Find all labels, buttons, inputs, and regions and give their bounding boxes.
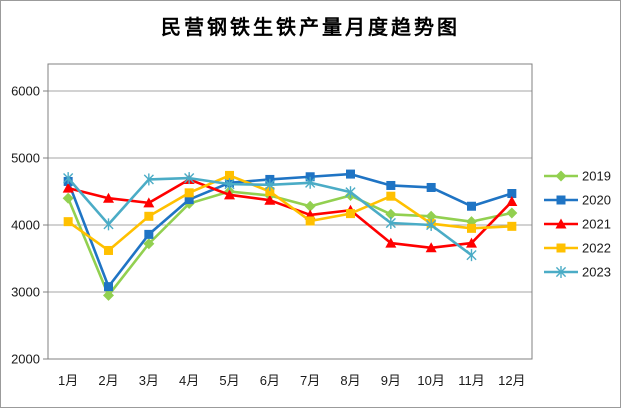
- data-point[interactable]: [63, 217, 73, 227]
- x-axis-label: 7月: [300, 373, 320, 388]
- x-axis-label: 3月: [139, 373, 159, 388]
- data-point[interactable]: [143, 197, 155, 208]
- data-point[interactable]: [304, 200, 316, 212]
- legend-item-2023[interactable]: 2023: [544, 265, 611, 280]
- data-point[interactable]: [386, 180, 396, 190]
- series-line: [66, 172, 514, 288]
- y-tick-label: 3000: [11, 285, 40, 300]
- data-point[interactable]: [63, 172, 74, 185]
- data-point[interactable]: [305, 172, 315, 182]
- data-point[interactable]: [265, 187, 275, 196]
- data-point[interactable]: [143, 238, 155, 250]
- legend-label: 2021: [582, 217, 611, 232]
- legend-label: 2023: [582, 265, 611, 280]
- data-point[interactable]: [385, 208, 397, 220]
- x-axis-label: 5月: [219, 373, 239, 388]
- x-axis-label: 6月: [260, 373, 280, 388]
- data-point[interactable]: [62, 192, 74, 204]
- data-point[interactable]: [264, 178, 275, 191]
- data-point[interactable]: [507, 189, 517, 199]
- legend-item-2019[interactable]: 2019: [544, 169, 611, 184]
- series-line: [66, 174, 514, 252]
- data-point[interactable]: [346, 169, 355, 179]
- data-point[interactable]: [467, 223, 476, 233]
- data-point[interactable]: [144, 229, 154, 239]
- data-point[interactable]: [466, 249, 477, 262]
- y-tick-label: 4000: [11, 218, 40, 233]
- data-point[interactable]: [555, 218, 567, 229]
- legend-label: 2020: [582, 193, 611, 208]
- series-line: [66, 190, 514, 297]
- data-point[interactable]: [555, 170, 567, 182]
- x-axis-label: 2月: [98, 373, 118, 388]
- legend-label: 2019: [582, 169, 611, 184]
- legend-item-2022[interactable]: 2022: [544, 241, 611, 256]
- data-point[interactable]: [386, 191, 396, 201]
- legend-item-2021[interactable]: 2021: [544, 217, 611, 232]
- series-line: [66, 178, 514, 250]
- series-2021[interactable]: [62, 173, 518, 253]
- data-point[interactable]: [184, 188, 194, 198]
- y-tick-label: 6000: [11, 84, 40, 99]
- data-point[interactable]: [184, 172, 195, 185]
- data-point[interactable]: [305, 176, 316, 189]
- series-2019[interactable]: [62, 186, 518, 301]
- data-point[interactable]: [556, 243, 566, 253]
- data-point[interactable]: [305, 216, 315, 226]
- data-point[interactable]: [506, 207, 518, 219]
- legend-label: 2022: [582, 241, 611, 256]
- data-point[interactable]: [346, 209, 355, 219]
- data-point[interactable]: [184, 195, 194, 205]
- data-point[interactable]: [467, 201, 476, 211]
- data-point[interactable]: [425, 210, 437, 222]
- x-axis-label: 8月: [340, 373, 360, 388]
- data-point[interactable]: [104, 245, 113, 255]
- x-axis-label: 12月: [498, 373, 525, 388]
- data-point[interactable]: [426, 182, 436, 192]
- x-axis-label: 9月: [381, 373, 401, 388]
- data-point[interactable]: [556, 195, 566, 205]
- y-tick-label: 2000: [11, 352, 40, 367]
- data-point[interactable]: [507, 221, 517, 231]
- x-axis-label: 1月: [58, 373, 78, 388]
- data-point[interactable]: [103, 218, 114, 231]
- legend-item-2020[interactable]: 2020: [544, 193, 611, 208]
- data-point[interactable]: [224, 178, 235, 191]
- data-point[interactable]: [555, 266, 567, 278]
- data-point[interactable]: [224, 189, 235, 200]
- data-point[interactable]: [104, 282, 113, 292]
- data-point[interactable]: [225, 170, 234, 180]
- y-tick-label: 5000: [11, 151, 40, 166]
- data-point[interactable]: [62, 182, 74, 193]
- data-point[interactable]: [466, 237, 477, 248]
- series-2023[interactable]: [63, 172, 477, 262]
- data-point[interactable]: [103, 289, 114, 301]
- x-axis-label: 11月: [458, 373, 485, 388]
- data-point[interactable]: [143, 173, 154, 186]
- data-point[interactable]: [385, 216, 396, 229]
- plot-border: [47, 63, 533, 360]
- x-axis-label: 10月: [417, 373, 444, 388]
- data-point[interactable]: [345, 186, 356, 199]
- data-point[interactable]: [425, 242, 437, 253]
- data-point[interactable]: [264, 194, 276, 205]
- chart-title: 民营钢铁生铁产量月度趋势图: [161, 17, 460, 39]
- data-point[interactable]: [426, 219, 437, 231]
- x-axis-label: 4月: [179, 373, 199, 388]
- data-point[interactable]: [103, 192, 114, 203]
- data-point[interactable]: [385, 237, 397, 248]
- data-point[interactable]: [506, 196, 518, 207]
- data-point[interactable]: [144, 211, 154, 221]
